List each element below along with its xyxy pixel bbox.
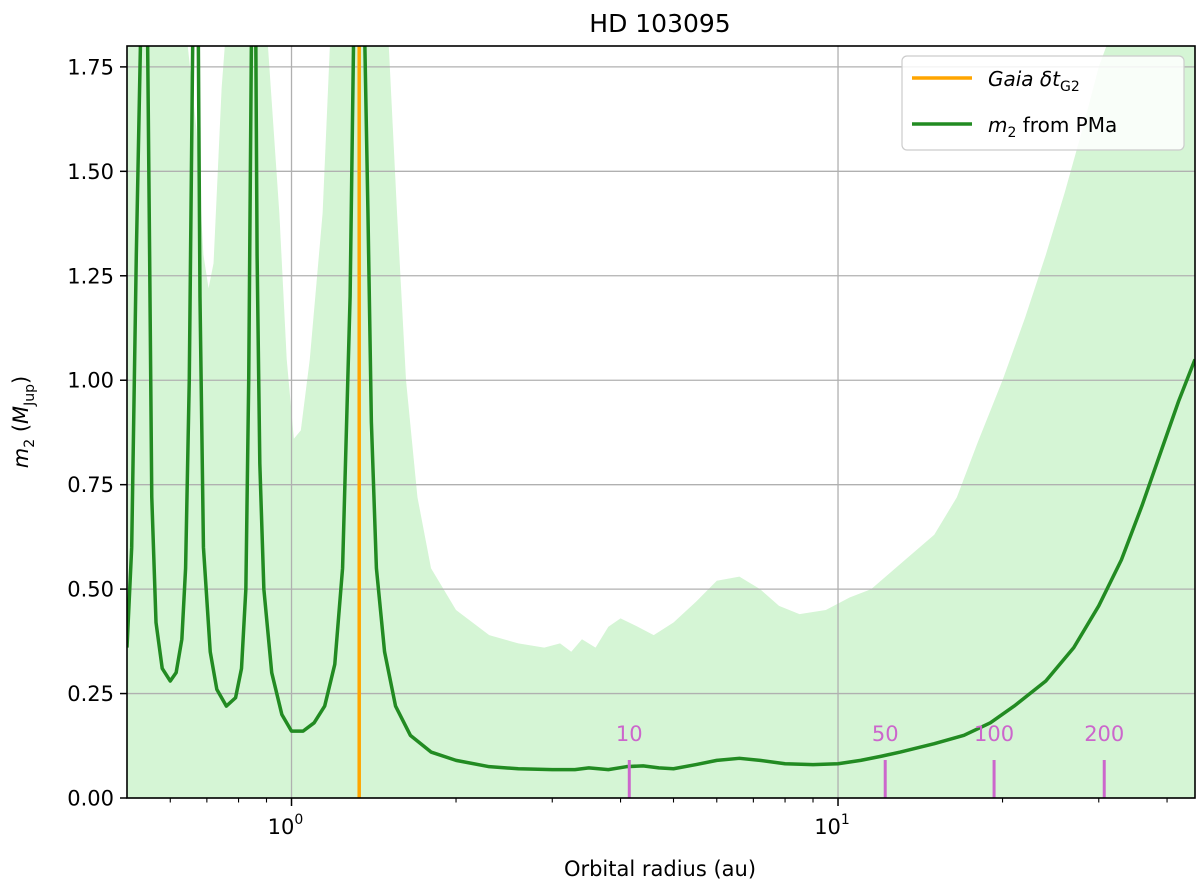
y-tick-label: 0.00 [67, 787, 114, 811]
y-tick-label: 1.00 [67, 369, 114, 393]
x-axis-label: Orbital radius (au) [564, 857, 756, 881]
chart-title: HD 103095 [589, 9, 730, 38]
period-marker-label: 50 [872, 722, 899, 746]
series-line-m2 [127, 46, 1195, 772]
y-tick-label: 1.50 [67, 160, 114, 184]
uncertainty-band [127, 46, 1195, 798]
legend-label-gaia: Gaia δtG2 [988, 67, 1080, 95]
y-tick-label: 1.75 [67, 55, 114, 79]
y-tick-label: 1.25 [67, 264, 114, 288]
x-tick-label: 101 [814, 812, 850, 839]
x-tick-label: 100 [268, 812, 304, 839]
y-tick-label: 0.75 [67, 473, 114, 497]
period-marker-label: 100 [974, 722, 1014, 746]
y-axis-label: m2 (MJup) [9, 376, 38, 468]
legend: Gaia δtG2 m2 from PMa [901, 55, 1185, 151]
period-marker-label: 200 [1084, 722, 1124, 746]
legend-label-m2: m2 from PMa [988, 113, 1117, 141]
period-marker-label: 10 [616, 722, 643, 746]
legend-box [901, 55, 1185, 151]
y-tick-label: 0.25 [67, 682, 114, 706]
plot-frame [126, 45, 1196, 799]
y-tick-label: 0.50 [67, 578, 114, 602]
